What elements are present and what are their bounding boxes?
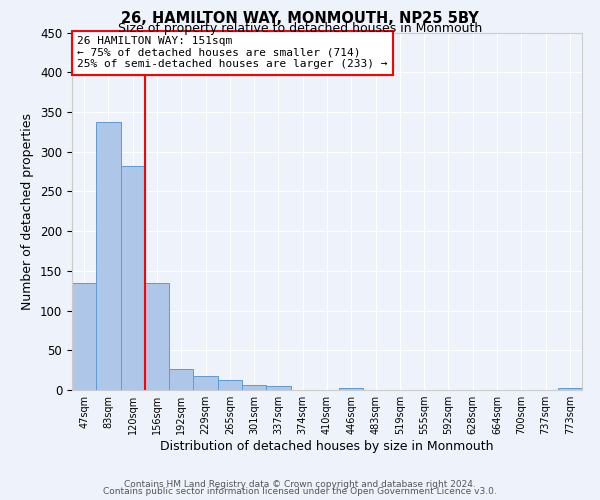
Bar xyxy=(121,166,145,390)
Bar xyxy=(218,380,242,390)
Bar xyxy=(169,368,193,390)
Bar xyxy=(72,283,96,390)
Y-axis label: Number of detached properties: Number of detached properties xyxy=(22,113,34,310)
Bar xyxy=(96,122,121,390)
Text: Size of property relative to detached houses in Monmouth: Size of property relative to detached ho… xyxy=(118,22,482,35)
Text: 26 HAMILTON WAY: 151sqm
← 75% of detached houses are smaller (714)
25% of semi-d: 26 HAMILTON WAY: 151sqm ← 75% of detache… xyxy=(77,36,388,70)
Text: Contains public sector information licensed under the Open Government Licence v3: Contains public sector information licen… xyxy=(103,487,497,496)
Text: Contains HM Land Registry data © Crown copyright and database right 2024.: Contains HM Land Registry data © Crown c… xyxy=(124,480,476,489)
Bar xyxy=(193,376,218,390)
Bar xyxy=(339,388,364,390)
Text: 26, HAMILTON WAY, MONMOUTH, NP25 5BY: 26, HAMILTON WAY, MONMOUTH, NP25 5BY xyxy=(121,11,479,26)
Bar xyxy=(242,385,266,390)
Bar xyxy=(266,386,290,390)
X-axis label: Distribution of detached houses by size in Monmouth: Distribution of detached houses by size … xyxy=(160,440,494,453)
Bar xyxy=(145,283,169,390)
Bar xyxy=(558,388,582,390)
